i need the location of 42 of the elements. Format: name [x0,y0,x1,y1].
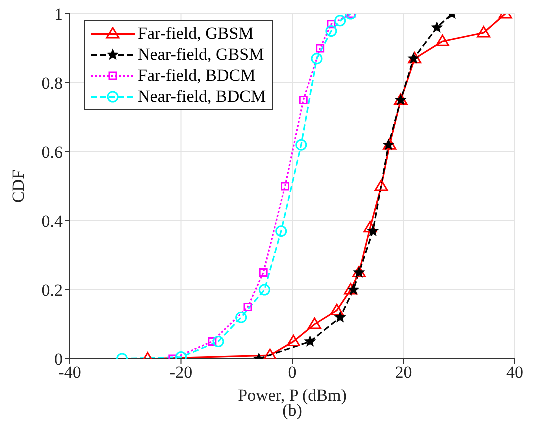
point [208,338,217,346]
point [374,180,388,192]
point [311,53,323,65]
point [335,312,346,322]
point [212,336,224,348]
point [276,226,288,238]
y-tick-label: 0 [54,350,63,370]
y-tick-label: 0.6 [42,143,63,162]
point [259,268,268,277]
point [334,15,346,27]
point [436,34,450,46]
legend-label: Near-field, GBSM [138,44,264,64]
point [296,139,308,151]
point [308,318,322,330]
y-tick-label: 0.4 [42,212,64,232]
point [327,20,336,29]
y-axis-title: CDF [9,170,28,204]
y-tick-label: 0.2 [42,281,63,300]
legend-label: Far-field, GBSM [138,24,254,44]
legend-label: Near-field, BDCM [138,86,266,106]
point [316,44,325,53]
x-tick-label: 20 [395,363,412,382]
point [286,335,300,346]
point [477,26,491,38]
point [330,304,344,316]
point [264,348,277,359]
x-tick-label: 40 [506,363,524,382]
point [299,96,308,104]
y-tick-label: 0.8 [42,74,63,94]
point [236,312,248,324]
x-tick-label: 0 [288,363,297,382]
point [281,182,290,191]
point [258,284,270,296]
point [326,26,338,37]
point [305,336,316,346]
y-tick-label: 1 [54,5,63,24]
point [432,22,442,32]
point [244,303,252,312]
legend-label: Far-field, BDCM [138,66,256,86]
x-tick-label: -20 [170,363,193,382]
point [344,283,358,295]
point [364,221,378,233]
